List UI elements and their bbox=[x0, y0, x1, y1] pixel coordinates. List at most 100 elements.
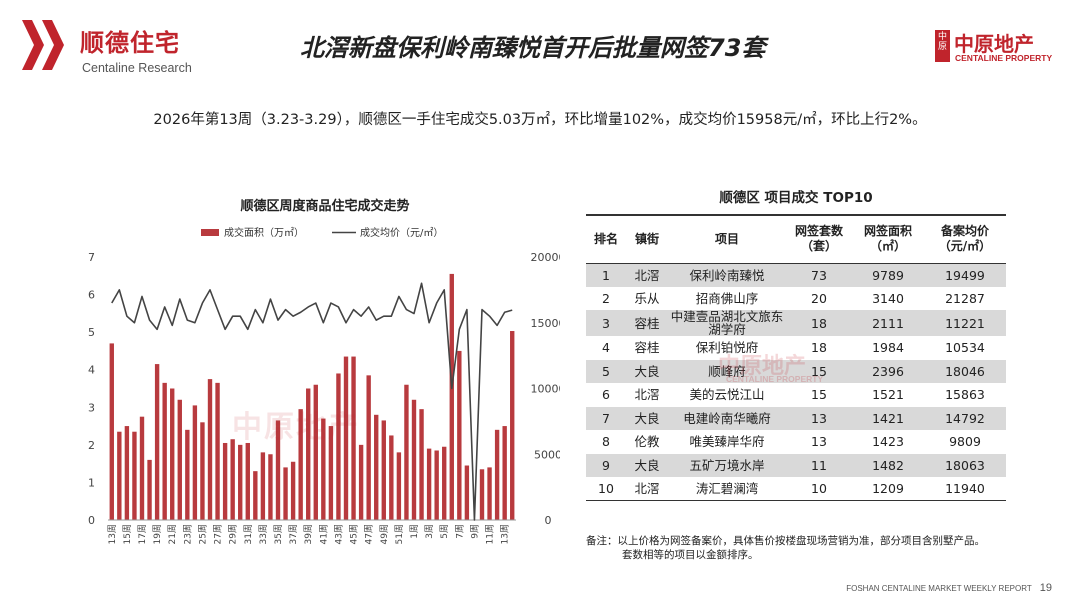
bar bbox=[457, 350, 462, 520]
header-price: 备案均价 （元/㎡） bbox=[924, 214, 1006, 264]
note-line-2: 套数相等的项目以金额排序。 bbox=[622, 549, 759, 561]
y-right-tick-label: 0 bbox=[545, 514, 552, 527]
x-tick-label: 19周 bbox=[152, 524, 163, 544]
bar bbox=[260, 452, 266, 520]
bar bbox=[268, 454, 273, 520]
x-tick-label: 3周 bbox=[424, 524, 435, 539]
y-left-tick-label: 5 bbox=[88, 326, 95, 339]
cell-area: 1984 bbox=[872, 340, 904, 356]
bar bbox=[132, 431, 137, 520]
cell-project: 保利铂悦府 bbox=[695, 340, 759, 356]
bar bbox=[290, 461, 296, 520]
y-right-tick-label: 5000 bbox=[534, 448, 560, 461]
cell-rank: 1 bbox=[586, 263, 626, 287]
bar bbox=[275, 420, 281, 520]
cell-rank: 8 bbox=[602, 434, 610, 450]
note-line-1: 备注：以上价格为网签备案价，具体售价按楼盘现场营销为准，部分项目含别墅产品。 bbox=[586, 535, 985, 547]
cell-town: 北滘 bbox=[634, 387, 660, 403]
page-footer: FOSHAN CENTALINE MARKET WEEKLY REPORT 19 bbox=[846, 582, 1052, 594]
cell-units: 20 bbox=[811, 290, 827, 306]
cell-town: 容桂 bbox=[626, 310, 668, 336]
header-project: 项目 bbox=[668, 214, 786, 264]
bar bbox=[253, 471, 258, 520]
bar bbox=[245, 442, 250, 520]
page-title: 北滘新盘保利岭南臻悦首开后批量网签73套 bbox=[300, 34, 766, 62]
cell-rank: 9 bbox=[586, 453, 626, 477]
brand-name: 顺德住宅 bbox=[80, 29, 180, 57]
x-tick-label: 49周 bbox=[379, 524, 390, 544]
bar bbox=[222, 442, 228, 520]
cell-project: 保利岭南臻悦 bbox=[668, 263, 786, 287]
bar bbox=[185, 429, 190, 520]
legend-label-price: 成交均价（元/㎡） bbox=[360, 226, 443, 239]
table-row: 7 大良 电建岭南华曦府 13 1421 14792 bbox=[586, 406, 1006, 430]
cell-price: 18063 bbox=[924, 453, 1006, 477]
bar bbox=[434, 450, 439, 520]
table-row: 4 容桂 保利铂悦府 18 1984 10534 bbox=[586, 336, 1006, 360]
header-town: 镇街 bbox=[626, 214, 668, 264]
bar bbox=[298, 409, 303, 520]
cell-area: 9789 bbox=[852, 263, 924, 287]
cell-price: 10534 bbox=[945, 340, 985, 356]
bar bbox=[389, 435, 394, 520]
bar bbox=[449, 273, 454, 520]
bar bbox=[215, 382, 220, 520]
bar bbox=[177, 399, 182, 520]
bar bbox=[230, 439, 235, 520]
bar bbox=[419, 409, 424, 520]
top10-projects-table: 排名 镇街 项目 网签套数 （套） 网签面积 （㎡） 备案均价 （元/㎡） 1 北滘 … bbox=[586, 214, 1006, 501]
cell-project: 唯美臻岸华府 bbox=[689, 434, 765, 450]
table-row: 8 伦教 唯美臻岸华府 13 1423 9809 bbox=[586, 430, 1006, 454]
x-tick-label: 1周 bbox=[409, 524, 420, 539]
bar bbox=[328, 426, 334, 520]
cell-price: 18046 bbox=[924, 359, 1006, 383]
bar bbox=[147, 459, 152, 520]
y-left-tick-label: 3 bbox=[88, 401, 95, 414]
table-row: 2 乐从 招商佛山序 20 3140 21287 bbox=[586, 287, 1006, 311]
bar bbox=[381, 420, 386, 520]
cell-project: 顺峰府 bbox=[668, 359, 786, 383]
cell-project: 中建壹品湖北文旅东湖学府 bbox=[668, 310, 786, 336]
cell-area: 1209 bbox=[852, 477, 924, 501]
centaline-mark: 中原 bbox=[935, 30, 950, 62]
cell-project: 五矿万境水岸 bbox=[668, 453, 786, 477]
bar bbox=[207, 379, 213, 520]
cell-area: 1521 bbox=[872, 387, 904, 403]
header-units: 网签套数 （套） bbox=[786, 214, 852, 264]
table-row: 3 容桂 中建壹品湖北文旅东湖学府 18 2111 11221 bbox=[586, 310, 1006, 336]
cell-units: 13 bbox=[786, 406, 852, 430]
bar bbox=[494, 429, 500, 520]
bar bbox=[343, 356, 349, 520]
header-rank: 排名 bbox=[586, 214, 626, 264]
cell-units: 11 bbox=[786, 453, 852, 477]
page-number: 19 bbox=[1039, 582, 1052, 594]
cell-price: 9809 bbox=[949, 434, 981, 450]
cell-units: 73 bbox=[786, 263, 852, 287]
y-left-tick-label: 6 bbox=[88, 289, 95, 302]
cell-price: 19499 bbox=[924, 263, 1006, 287]
x-tick-label: 23周 bbox=[182, 524, 193, 544]
centaline-logo-cn: 中原地产 bbox=[954, 32, 1034, 56]
cell-project: 美的云悦江山 bbox=[689, 387, 765, 403]
x-tick-label: 13周 bbox=[500, 524, 511, 544]
x-tick-label: 51周 bbox=[394, 524, 405, 544]
bar bbox=[366, 375, 371, 520]
brand-logo: 顺德住宅 Centaline Research bbox=[22, 18, 212, 78]
bar bbox=[464, 465, 470, 520]
centaline-logo: 中原 中原地产 CENTALINE PROPERTY bbox=[935, 28, 1065, 68]
y-right-tick-label: 15000 bbox=[531, 317, 561, 330]
cell-area: 2396 bbox=[852, 359, 924, 383]
x-tick-label: 27周 bbox=[213, 524, 224, 544]
bar bbox=[321, 418, 326, 520]
table-header-row: 排名 镇街 项目 网签套数 （套） 网签面积 （㎡） 备案均价 （元/㎡） bbox=[586, 214, 1006, 264]
x-tick-label: 7周 bbox=[454, 524, 465, 539]
bar bbox=[442, 446, 447, 520]
cell-area: 1421 bbox=[852, 406, 924, 430]
bar bbox=[109, 343, 114, 520]
x-tick-label: 25周 bbox=[197, 524, 208, 544]
cell-town: 大良 bbox=[626, 453, 668, 477]
cell-rank: 6 bbox=[602, 387, 610, 403]
cell-area: 1423 bbox=[872, 434, 904, 450]
x-tick-label: 47周 bbox=[364, 524, 375, 544]
cell-price: 11221 bbox=[924, 310, 1006, 336]
